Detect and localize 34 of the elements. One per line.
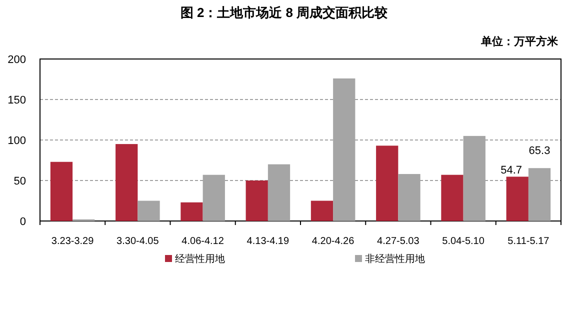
data-label: 65.3 — [528, 145, 550, 158]
bar — [116, 144, 138, 221]
y-tick-label: 100 — [8, 135, 26, 147]
y-tick-label: 0 — [20, 216, 26, 228]
bar — [398, 174, 420, 221]
bar — [50, 162, 73, 221]
bar — [463, 136, 486, 221]
x-tick-label: 4.20-4.26 — [312, 236, 355, 247]
y-tick-label: 150 — [8, 94, 26, 106]
bar — [441, 174, 464, 221]
x-tick-label: 5.11-5.17 — [508, 236, 550, 247]
y-tick-label: 50 — [14, 176, 26, 188]
x-tick-label: 3.30-4.05 — [116, 236, 160, 247]
bar — [202, 174, 225, 221]
bar — [310, 200, 334, 221]
chart-subtitle: 单位：万平方米 — [480, 35, 559, 48]
bar — [333, 78, 356, 221]
bar — [528, 168, 551, 221]
bar — [246, 180, 268, 221]
x-tick-label: 3.23-3.29 — [51, 236, 94, 247]
bar — [180, 202, 203, 221]
data-label: 54.7 — [500, 164, 522, 177]
legend-label: 经营性用地 — [175, 253, 225, 265]
x-tick-label: 5.04-5.10 — [442, 236, 485, 247]
x-tick-label: 4.06-4.12 — [182, 236, 224, 247]
y-tick-label: 200 — [8, 54, 26, 66]
bar — [268, 164, 290, 221]
chart-title: 图 2：土地市场近 8 周成交面积比较 — [180, 5, 389, 20]
x-tick-label: 4.27-5.03 — [377, 236, 420, 247]
x-tick-label: 4.13-4.19 — [246, 236, 290, 247]
legend-label: 非经营性用地 — [365, 253, 425, 265]
bar — [506, 176, 528, 221]
bar — [376, 146, 398, 221]
bar — [138, 200, 160, 221]
